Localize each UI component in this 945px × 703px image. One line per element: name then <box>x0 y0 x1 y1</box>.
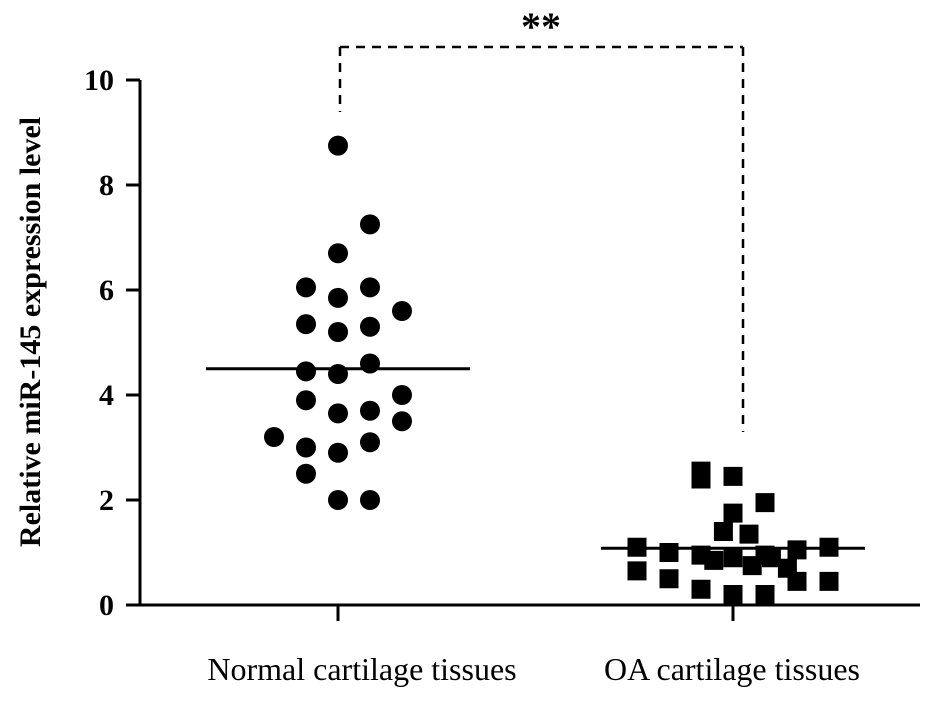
data-point-square <box>627 561 647 581</box>
data-point-square <box>787 571 807 591</box>
data-point-circle <box>360 277 380 298</box>
data-point-circle <box>296 390 316 411</box>
significance-label: ** <box>521 4 561 49</box>
x-categories: Normal cartilage tissues OA cartilage tis… <box>207 605 860 687</box>
data-point-square <box>691 469 711 489</box>
data-point-square <box>723 466 743 486</box>
data-points <box>264 135 839 604</box>
data-point-square <box>723 585 743 604</box>
y-axis-label: Relative miR-145 expression level <box>14 117 47 547</box>
data-point-circle <box>328 364 348 384</box>
data-point-square <box>713 522 733 541</box>
data-point-square <box>723 548 743 568</box>
data-point-circle <box>360 490 380 510</box>
y-tick-label: 8 <box>99 169 114 202</box>
data-point-square <box>691 579 711 599</box>
data-point-circle <box>360 400 380 421</box>
data-point-circle <box>392 411 412 432</box>
y-ticks: 0 2 4 6 8 10 <box>84 64 140 622</box>
data-point-square <box>819 571 839 591</box>
data-point-circle <box>296 314 316 335</box>
data-point-square <box>787 540 807 560</box>
data-point-circle <box>392 385 412 405</box>
data-point-circle <box>392 301 412 321</box>
y-tick-label: 6 <box>99 274 114 307</box>
y-tick-label: 10 <box>84 64 114 97</box>
data-point-square <box>755 585 775 604</box>
data-point-circle <box>328 403 348 424</box>
median-lines <box>206 367 865 550</box>
y-tick-label: 2 <box>99 484 114 517</box>
data-point-circle <box>328 322 348 342</box>
data-point-square <box>704 550 724 570</box>
data-point-square <box>723 503 743 523</box>
y-tick-label: 4 <box>99 379 114 412</box>
data-point-square <box>659 569 679 589</box>
significance-bracket: ** <box>338 4 745 432</box>
data-point-circle <box>360 316 380 337</box>
data-point-square <box>755 493 775 513</box>
data-point-circle <box>328 287 348 308</box>
data-point-square <box>742 556 762 576</box>
data-point-square <box>739 524 759 544</box>
data-point-circle <box>264 427 284 447</box>
data-point-circle <box>328 135 348 156</box>
data-point-circle <box>360 353 380 374</box>
data-point-circle <box>296 277 316 298</box>
axes <box>138 80 920 607</box>
y-tick-label: 0 <box>99 589 114 622</box>
data-point-circle <box>296 361 316 382</box>
data-point-square <box>761 548 781 568</box>
data-point-square <box>659 543 679 562</box>
data-point-circle <box>328 442 348 463</box>
data-point-circle <box>360 214 380 235</box>
data-point-circle <box>296 437 316 458</box>
x-category-label: Normal cartilage tissues <box>207 651 516 687</box>
data-point-circle <box>328 243 348 264</box>
data-point-circle <box>328 490 348 510</box>
data-point-circle <box>360 432 380 453</box>
x-category-label: OA cartilage tissues <box>604 651 860 687</box>
data-point-circle <box>296 463 316 484</box>
